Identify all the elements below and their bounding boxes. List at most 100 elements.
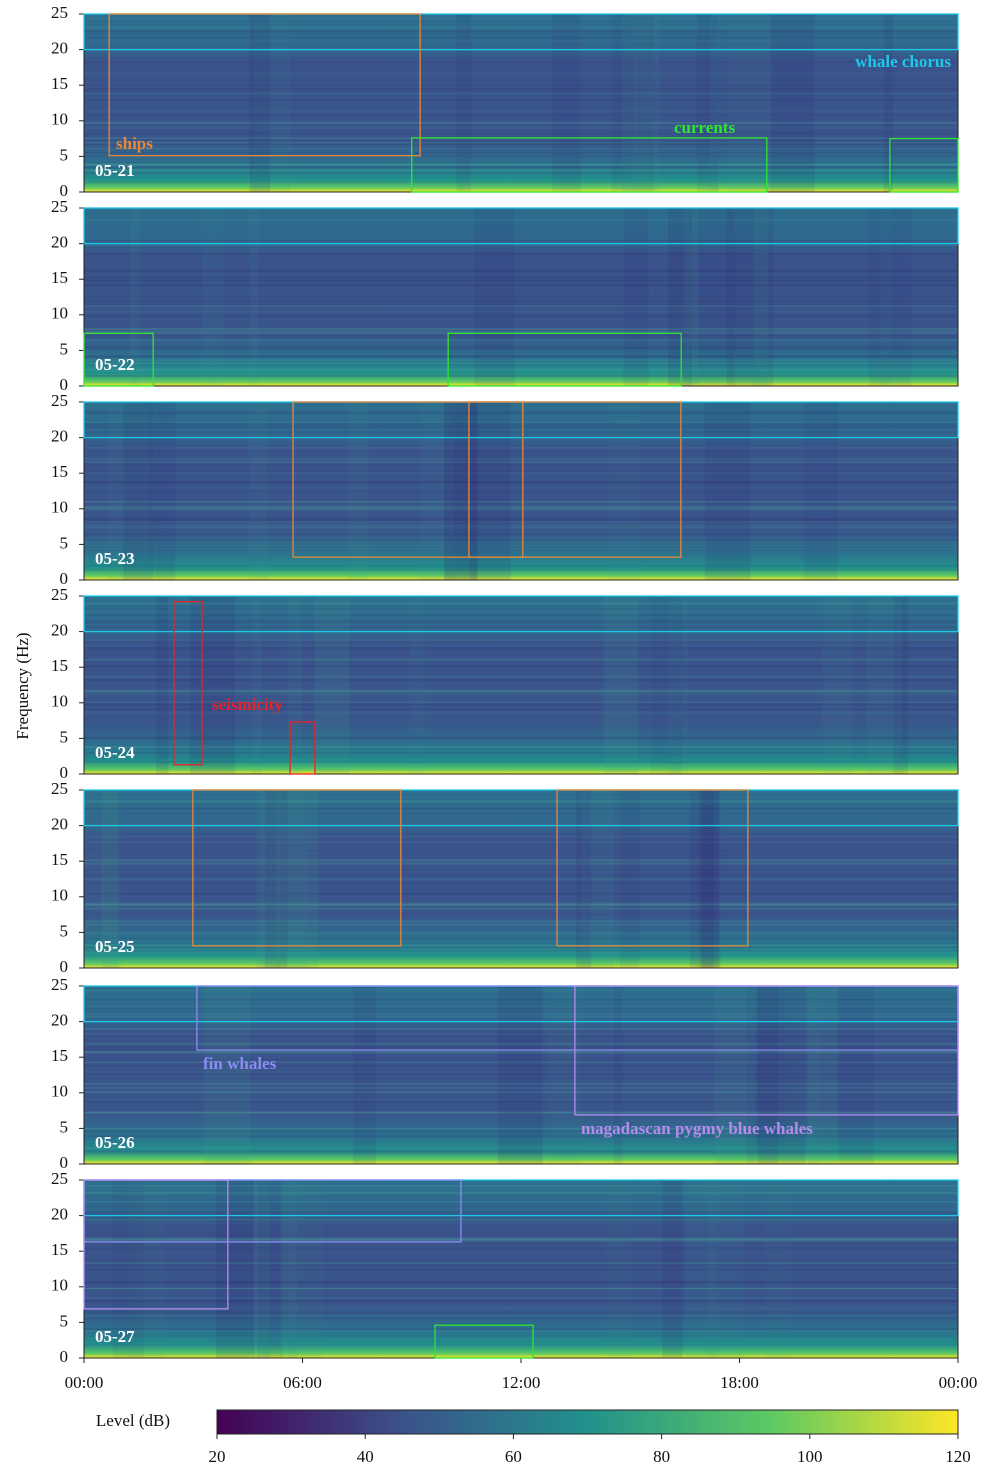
spectrogram-background — [84, 402, 958, 580]
y-tick-label: 0 — [60, 1347, 69, 1366]
spectrogram-texture — [84, 602, 958, 605]
annotation-box — [173, 601, 203, 766]
spectrogram-texture — [84, 689, 958, 693]
y-tick-label: 5 — [60, 921, 69, 940]
colorbar-tick-label: 80 — [653, 1447, 670, 1466]
spectrogram-texture — [84, 431, 958, 434]
spectrogram-texture — [84, 539, 958, 543]
spectrogram-texture — [84, 660, 958, 663]
annotation-box — [292, 401, 524, 558]
y-tick-label: 5 — [60, 145, 69, 164]
spectrogram-texture — [84, 1149, 958, 1151]
spectrogram-texture — [129, 208, 140, 386]
spectrogram-texture — [84, 1268, 958, 1271]
spectrogram-texture — [84, 411, 958, 414]
spectrogram-texture — [84, 245, 958, 249]
y-tick-label: 15 — [51, 656, 68, 675]
spectrogram-texture — [84, 745, 958, 748]
annotation-box — [434, 1324, 534, 1359]
colorbar-tick-label: 60 — [505, 1447, 522, 1466]
spectrogram-texture — [84, 426, 958, 428]
spectrogram-texture — [264, 790, 288, 968]
spectrogram-texture — [84, 892, 958, 896]
spectrogram-texture — [84, 693, 958, 696]
spectrogram-texture — [84, 1191, 958, 1195]
spectrogram-texture — [84, 277, 958, 279]
spectrogram-texture — [84, 547, 958, 550]
spectrogram-texture — [84, 279, 958, 282]
spectrogram-texture — [84, 141, 958, 144]
spectrogram-texture — [84, 325, 958, 328]
spectrogram-texture — [84, 835, 958, 838]
spectrogram-texture — [84, 1127, 958, 1131]
spectrogram-texture — [84, 533, 958, 536]
y-tick-label: 20 — [51, 39, 68, 58]
spectrogram-texture — [84, 1015, 958, 1018]
spectrogram-texture — [710, 14, 720, 192]
colorbar-tick-label: 40 — [357, 1447, 374, 1466]
spectrogram-texture — [456, 14, 472, 192]
spectrogram-texture — [84, 132, 958, 135]
spectrogram-texture — [753, 208, 769, 386]
spectrogram-texture — [84, 245, 958, 247]
spectrogram-texture — [84, 311, 958, 313]
spectrogram-texture — [696, 14, 719, 192]
spectrogram-texture — [84, 1217, 958, 1220]
spectrogram-texture — [84, 807, 958, 809]
spectrogram-texture — [84, 867, 958, 869]
spectrogram-texture — [84, 1281, 958, 1284]
spectrogram-texture — [622, 14, 636, 192]
spectrogram-texture — [215, 1180, 255, 1358]
spectrogram-texture — [727, 14, 774, 192]
spectrogram-texture — [84, 800, 958, 803]
spectrogram-texture — [704, 402, 751, 580]
spectrogram-texture — [84, 951, 958, 954]
spectrogram-texture — [84, 279, 958, 281]
spectrogram-texture — [84, 658, 958, 661]
spectrogram-texture — [474, 208, 515, 386]
y-tick-label: 10 — [51, 1082, 68, 1101]
spectrogram-texture — [84, 858, 958, 862]
y-tick-label: 25 — [51, 3, 68, 22]
spectrogram-texture — [84, 920, 958, 923]
spectrogram-texture — [84, 665, 958, 668]
spectrogram-texture — [253, 14, 291, 192]
spectrogram-texture — [803, 402, 838, 580]
spectrogram-texture — [822, 596, 854, 774]
spectrogram-texture — [84, 422, 958, 424]
spectrogram-texture — [84, 162, 958, 166]
spectrogram-texture — [84, 1330, 958, 1332]
y-tick-label: 0 — [60, 957, 69, 976]
spectrogram-texture — [84, 904, 958, 907]
spectrogram-texture — [84, 639, 958, 642]
spectrogram-texture — [84, 1061, 958, 1063]
spectrogram-texture — [84, 736, 958, 739]
spectrogram-texture — [614, 986, 623, 1164]
spectrogram-texture — [84, 812, 958, 815]
y-tick-label: 20 — [51, 1205, 68, 1224]
spectrogram-texture — [84, 1211, 958, 1214]
spectrogram-texture — [84, 1287, 958, 1289]
spectrogram-texture — [497, 986, 543, 1164]
spectrogram-texture — [84, 614, 958, 616]
spectrogram-texture — [84, 548, 958, 551]
spectrogram-texture — [662, 1180, 683, 1358]
spectrogram-texture — [348, 402, 369, 580]
spectrogram-texture — [84, 1316, 958, 1320]
spectrogram-texture — [84, 345, 958, 348]
annotation-box — [83, 595, 959, 633]
y-tick-label: 10 — [51, 692, 68, 711]
spectrogram-texture — [84, 303, 958, 306]
spectrogram-texture — [84, 640, 958, 643]
spectrogram-background — [84, 14, 958, 192]
y-tick-label: 0 — [60, 181, 69, 200]
spectrogram-texture — [84, 1188, 958, 1191]
spectrogram-texture — [84, 162, 958, 165]
spectrogram-texture — [84, 690, 958, 693]
spectrogram-texture — [84, 547, 958, 550]
spectrogram-texture — [84, 1238, 958, 1241]
spectrogram-texture — [84, 219, 958, 221]
spectrogram-texture — [84, 295, 958, 297]
spectrogram-texture — [84, 999, 958, 1001]
spectrogram-texture — [84, 142, 958, 144]
